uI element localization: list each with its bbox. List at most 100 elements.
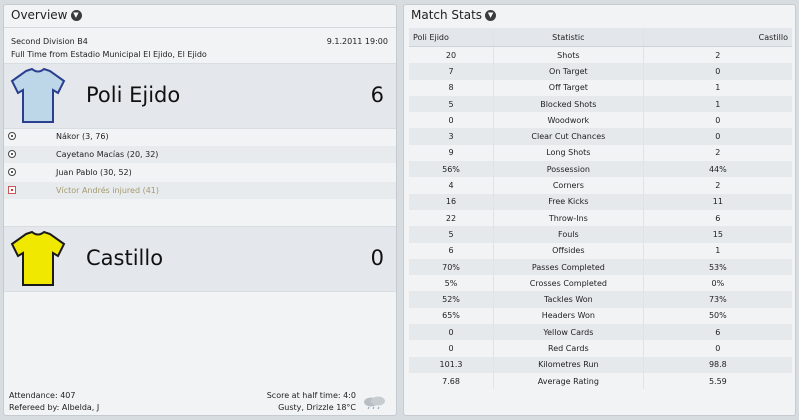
home-team-name[interactable]: Poli Ejido <box>86 83 181 107</box>
away-value: 15 <box>643 226 792 243</box>
home-value: 22 <box>445 213 457 223</box>
away-value: 1 <box>715 83 721 93</box>
stat-label: Woodwork <box>493 112 644 129</box>
home-value: 16 <box>409 193 494 210</box>
stat-label: Passes Completed <box>493 258 644 276</box>
dropdown-arrow-icon[interactable]: ▼ <box>485 9 497 21</box>
stat-row: 5 Blocked Shots 1 <box>409 95 792 113</box>
divider <box>4 27 396 28</box>
goal-ball-icon <box>8 168 16 176</box>
drizzle-cloud-icon <box>364 396 385 410</box>
match-stats-title: Match Stats <box>411 8 483 22</box>
away-value: 0 <box>643 128 792 145</box>
stat-label: Fouls <box>493 226 644 243</box>
home-value: 65% <box>442 311 460 321</box>
stat-row: 0 Woodwork 0 <box>409 112 792 129</box>
stat-label: Yellow Cards <box>493 324 644 341</box>
stat-row: 7 On Target 0 <box>409 63 792 80</box>
stat-row: 52% Tackles Won 73% <box>409 291 792 308</box>
goal-ball-icon <box>8 150 16 158</box>
away-value: 53% <box>643 258 792 276</box>
match-stats-panel: Match Stats ▼ Poli Ejido Statistic Casti… <box>403 4 796 416</box>
away-value: 0 <box>643 63 792 80</box>
stat-row: 9 Long Shots 2 <box>409 144 792 162</box>
stat-label: On Target <box>493 63 644 80</box>
competition-name: Second Division B4 <box>11 37 88 46</box>
stat-row: 101.3 Kilometres Run 98.8 <box>409 356 792 373</box>
home-value: 3 <box>409 128 494 145</box>
home-value: 0 <box>448 115 454 125</box>
home-column-header[interactable]: Poli Ejido <box>409 28 494 47</box>
weather: Gusty, Drizzle 18°C <box>278 403 356 412</box>
away-shirt-icon <box>10 230 66 286</box>
home-team-row: Poli Ejido 6 <box>4 63 396 129</box>
goal-ball-icon <box>8 132 16 140</box>
stat-row: 70% Passes Completed 53% <box>409 258 792 276</box>
overview-header[interactable]: Overview ▼ <box>11 8 82 22</box>
stat-row: 6 Offsides 1 <box>409 242 792 259</box>
away-team-row: Castillo 0 <box>4 226 396 292</box>
attendance: Attendance: 407 <box>9 391 76 400</box>
home-value: 52% <box>409 291 494 308</box>
stat-row: 3 Clear Cut Chances 0 <box>409 128 792 145</box>
event-text[interactable]: Nákor (3, 76) <box>56 132 109 141</box>
stat-label: Tackles Won <box>493 291 644 308</box>
event-text[interactable]: Juan Pablo (30, 52) <box>56 168 132 177</box>
away-value: 1 <box>715 246 721 256</box>
home-value: 20 <box>445 50 457 60</box>
stat-label: Crosses Completed <box>493 275 644 292</box>
event-text[interactable]: Cayetano Macías (20, 32) <box>56 150 159 159</box>
overview-panel: Overview ▼ Second Division B4 9.1.2011 1… <box>3 4 397 416</box>
stat-label: Offsides <box>493 242 644 259</box>
stat-label: Possession <box>493 161 644 178</box>
home-value: 0 <box>409 324 494 341</box>
event-row: Víctor Andrés injured (41) <box>4 182 396 199</box>
home-value: 4 <box>448 181 454 191</box>
home-value: 5 <box>409 226 494 243</box>
statistic-column-header[interactable]: Statistic <box>493 28 644 47</box>
away-column-header[interactable]: Castillo <box>643 28 792 47</box>
dropdown-arrow-icon[interactable]: ▼ <box>70 9 82 21</box>
away-value: 11 <box>643 193 792 210</box>
away-value: 0 <box>715 343 721 353</box>
stat-row: 56% Possession 44% <box>409 161 792 178</box>
stat-label: Red Cards <box>493 340 644 357</box>
away-value: 6 <box>715 213 721 223</box>
away-value: 0% <box>711 278 725 288</box>
stat-row: 5% Crosses Completed 0% <box>409 275 792 292</box>
away-team-name[interactable]: Castillo <box>86 246 164 270</box>
stat-row: 22 Throw-Ins 6 <box>409 209 792 227</box>
stat-label: Off Target <box>493 79 644 96</box>
away-team-score: 0 <box>370 246 384 270</box>
stat-label: Free Kicks <box>493 193 644 210</box>
referee[interactable]: Refereed by: Albelda, J <box>9 403 100 412</box>
home-value: 5% <box>444 278 458 288</box>
away-value: 2 <box>715 148 721 158</box>
home-value: 7 <box>409 63 494 80</box>
half-time-score: Score at half time: 4:0 <box>266 391 356 400</box>
stat-row: 4 Corners 2 <box>409 177 792 194</box>
venue-line: Full Time from Estadio Municipal El Ejid… <box>11 50 207 59</box>
home-value: 0 <box>448 343 454 353</box>
event-text[interactable]: Víctor Andrés injured (41) <box>56 186 159 195</box>
stat-label: Shots <box>493 46 644 64</box>
away-value: 5.59 <box>708 376 727 386</box>
home-value: 8 <box>448 83 454 93</box>
stat-label: Throw-Ins <box>493 209 644 227</box>
match-date: 9.1.2011 19:00 <box>326 37 388 46</box>
stat-row: 7.68 Average Rating 5.59 <box>409 372 792 390</box>
stats-table: Poli Ejido Statistic Castillo 20 Shots 2 7 O… <box>409 28 792 390</box>
home-team-score: 6 <box>370 83 384 107</box>
home-value: 70% <box>409 258 494 276</box>
stat-row: 5 Fouls 15 <box>409 226 792 243</box>
home-value: 56% <box>409 161 494 178</box>
stat-label: Headers Won <box>493 307 644 325</box>
event-row: Cayetano Macías (20, 32) <box>4 146 396 163</box>
home-value: 9 <box>448 148 454 158</box>
away-value: 98.8 <box>643 356 792 373</box>
injury-icon <box>8 186 16 194</box>
match-stats-header[interactable]: Match Stats ▼ <box>411 8 497 22</box>
overview-title: Overview <box>11 8 68 22</box>
away-value: 73% <box>643 291 792 308</box>
home-value: 5 <box>409 95 494 113</box>
